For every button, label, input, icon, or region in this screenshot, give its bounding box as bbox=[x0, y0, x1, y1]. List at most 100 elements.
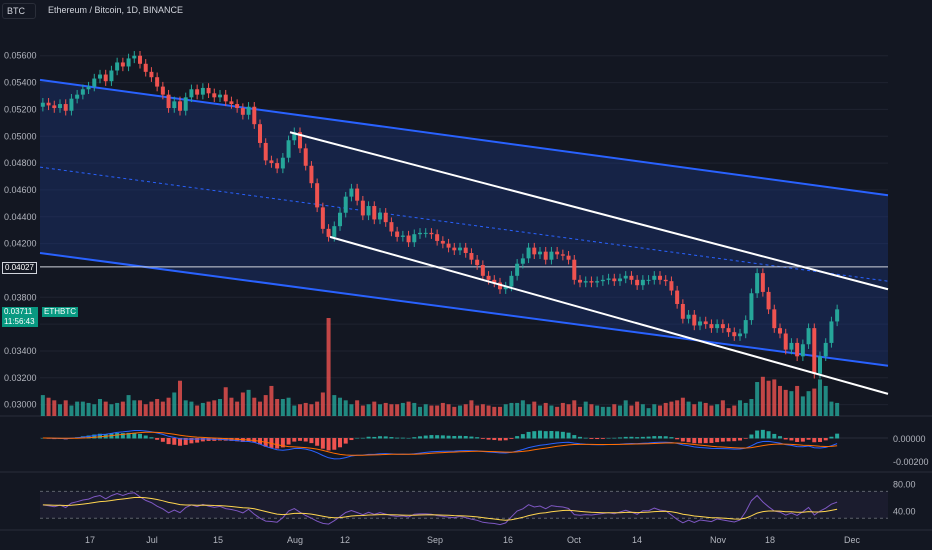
candle-body bbox=[360, 200, 365, 216]
candle-body bbox=[132, 55, 137, 59]
volume-bar bbox=[640, 404, 645, 416]
candle-body bbox=[269, 160, 274, 164]
macd-hist-bar bbox=[760, 429, 765, 439]
candle-body bbox=[189, 89, 194, 98]
volume-bar bbox=[675, 400, 680, 416]
volume-bar bbox=[355, 400, 360, 416]
candle-body bbox=[223, 94, 228, 102]
macd-hist-bar bbox=[572, 435, 577, 439]
volume-bar bbox=[58, 404, 62, 416]
candle-body bbox=[229, 101, 234, 105]
volume-bar bbox=[778, 385, 782, 416]
volume-bar bbox=[463, 404, 468, 416]
macd-hist-bar bbox=[418, 436, 422, 439]
candle-body bbox=[663, 279, 668, 282]
price-tick-label: 0.03800 bbox=[4, 292, 37, 302]
candle-body bbox=[320, 207, 325, 229]
candle-body bbox=[275, 163, 280, 169]
volume-bar bbox=[75, 401, 80, 416]
macd-hist-bar bbox=[783, 438, 788, 440]
candle-body bbox=[235, 104, 240, 109]
macd-hist-bar bbox=[303, 438, 308, 442]
candle-body bbox=[418, 232, 422, 235]
macd-tick-label: -0.00200 bbox=[893, 457, 929, 467]
volume-bar bbox=[63, 400, 68, 416]
price-tick-label: 0.05200 bbox=[4, 104, 37, 114]
volume-bar bbox=[258, 401, 262, 416]
candle-body bbox=[823, 342, 828, 357]
candle-body bbox=[298, 132, 302, 149]
candle-body bbox=[812, 328, 817, 374]
candle-body bbox=[458, 247, 462, 251]
volume-bar bbox=[612, 404, 617, 416]
macd-hist-bar bbox=[338, 438, 342, 448]
volume-bar bbox=[709, 405, 714, 416]
macd-hist-bar bbox=[463, 436, 468, 439]
volume-bar bbox=[326, 318, 331, 416]
macd-hist-bar bbox=[658, 436, 662, 439]
macd-hist-bar bbox=[823, 438, 828, 441]
macd-hist-bar bbox=[549, 430, 554, 439]
macd-hist-bar bbox=[480, 438, 485, 439]
candle-body bbox=[178, 101, 182, 111]
candle-body bbox=[749, 293, 754, 321]
macd-hist-bar bbox=[326, 438, 331, 451]
volume-bar bbox=[429, 405, 434, 416]
volume-bar bbox=[383, 402, 388, 416]
macd-hist-bar bbox=[178, 438, 182, 446]
candle-body bbox=[795, 342, 800, 357]
price-tick-label: 0.04800 bbox=[4, 158, 37, 168]
candle-body bbox=[240, 108, 245, 115]
candle-body bbox=[46, 102, 51, 106]
volume-bar bbox=[629, 405, 634, 416]
candle-body bbox=[715, 324, 720, 329]
candle-body bbox=[349, 188, 354, 197]
volume-bar bbox=[760, 376, 765, 416]
macd-hist-bar bbox=[812, 438, 817, 443]
candle-body bbox=[355, 188, 360, 201]
macd-hist-bar bbox=[732, 438, 737, 442]
candle-body bbox=[172, 101, 177, 109]
volume-bar bbox=[143, 404, 148, 416]
macd-hist-bar bbox=[618, 437, 622, 439]
candle-body bbox=[789, 342, 794, 350]
time-tick-label: Dec bbox=[844, 535, 861, 545]
volume-bar bbox=[189, 401, 194, 416]
time-tick-label: 15 bbox=[213, 535, 223, 545]
volume-bar bbox=[155, 399, 160, 416]
macd-hist-bar bbox=[623, 436, 628, 439]
volume-bar bbox=[206, 401, 211, 416]
time-tick-label: 12 bbox=[340, 535, 350, 545]
volume-bar bbox=[452, 406, 457, 416]
macd-hist-bar bbox=[709, 438, 714, 443]
volume-bar bbox=[800, 396, 805, 416]
symbol-search-box[interactable]: BTC bbox=[2, 3, 36, 19]
volume-bar bbox=[46, 397, 51, 416]
macd-hist-bar bbox=[138, 433, 142, 439]
volume-bar bbox=[309, 404, 314, 416]
candle-body bbox=[212, 93, 217, 98]
volume-bar bbox=[743, 402, 748, 416]
volume-bar bbox=[589, 404, 594, 416]
candle-body bbox=[303, 148, 308, 166]
volume-bar bbox=[69, 405, 74, 416]
level-price-tag: 0.04027 bbox=[2, 262, 37, 274]
macd-hist-bar bbox=[835, 433, 840, 439]
volume-bar bbox=[269, 385, 274, 416]
price-axis[interactable]: 0.05600 0.05400 0.05200 0.05000 0.04800 0.046… bbox=[4, 51, 37, 410]
macd-hist-bar bbox=[440, 435, 445, 439]
macd-hist-bar bbox=[800, 438, 805, 442]
trendlines bbox=[289, 131, 889, 395]
candle-body bbox=[560, 254, 565, 256]
candle-body bbox=[92, 78, 97, 87]
candle-body bbox=[292, 132, 297, 141]
candle-body bbox=[258, 124, 262, 143]
macd-hist-bar bbox=[726, 438, 731, 442]
macd-hist-bar bbox=[675, 438, 680, 440]
volume-bar bbox=[720, 400, 725, 416]
time-axis[interactable]: 17 Jul 15 Aug 12 Sep 16 Oct 14 Nov 18 Dec bbox=[85, 535, 861, 545]
price-tick-label: 0.04200 bbox=[4, 239, 37, 249]
macd-hist-bar bbox=[183, 438, 188, 445]
macd-hist-bar bbox=[589, 438, 594, 439]
